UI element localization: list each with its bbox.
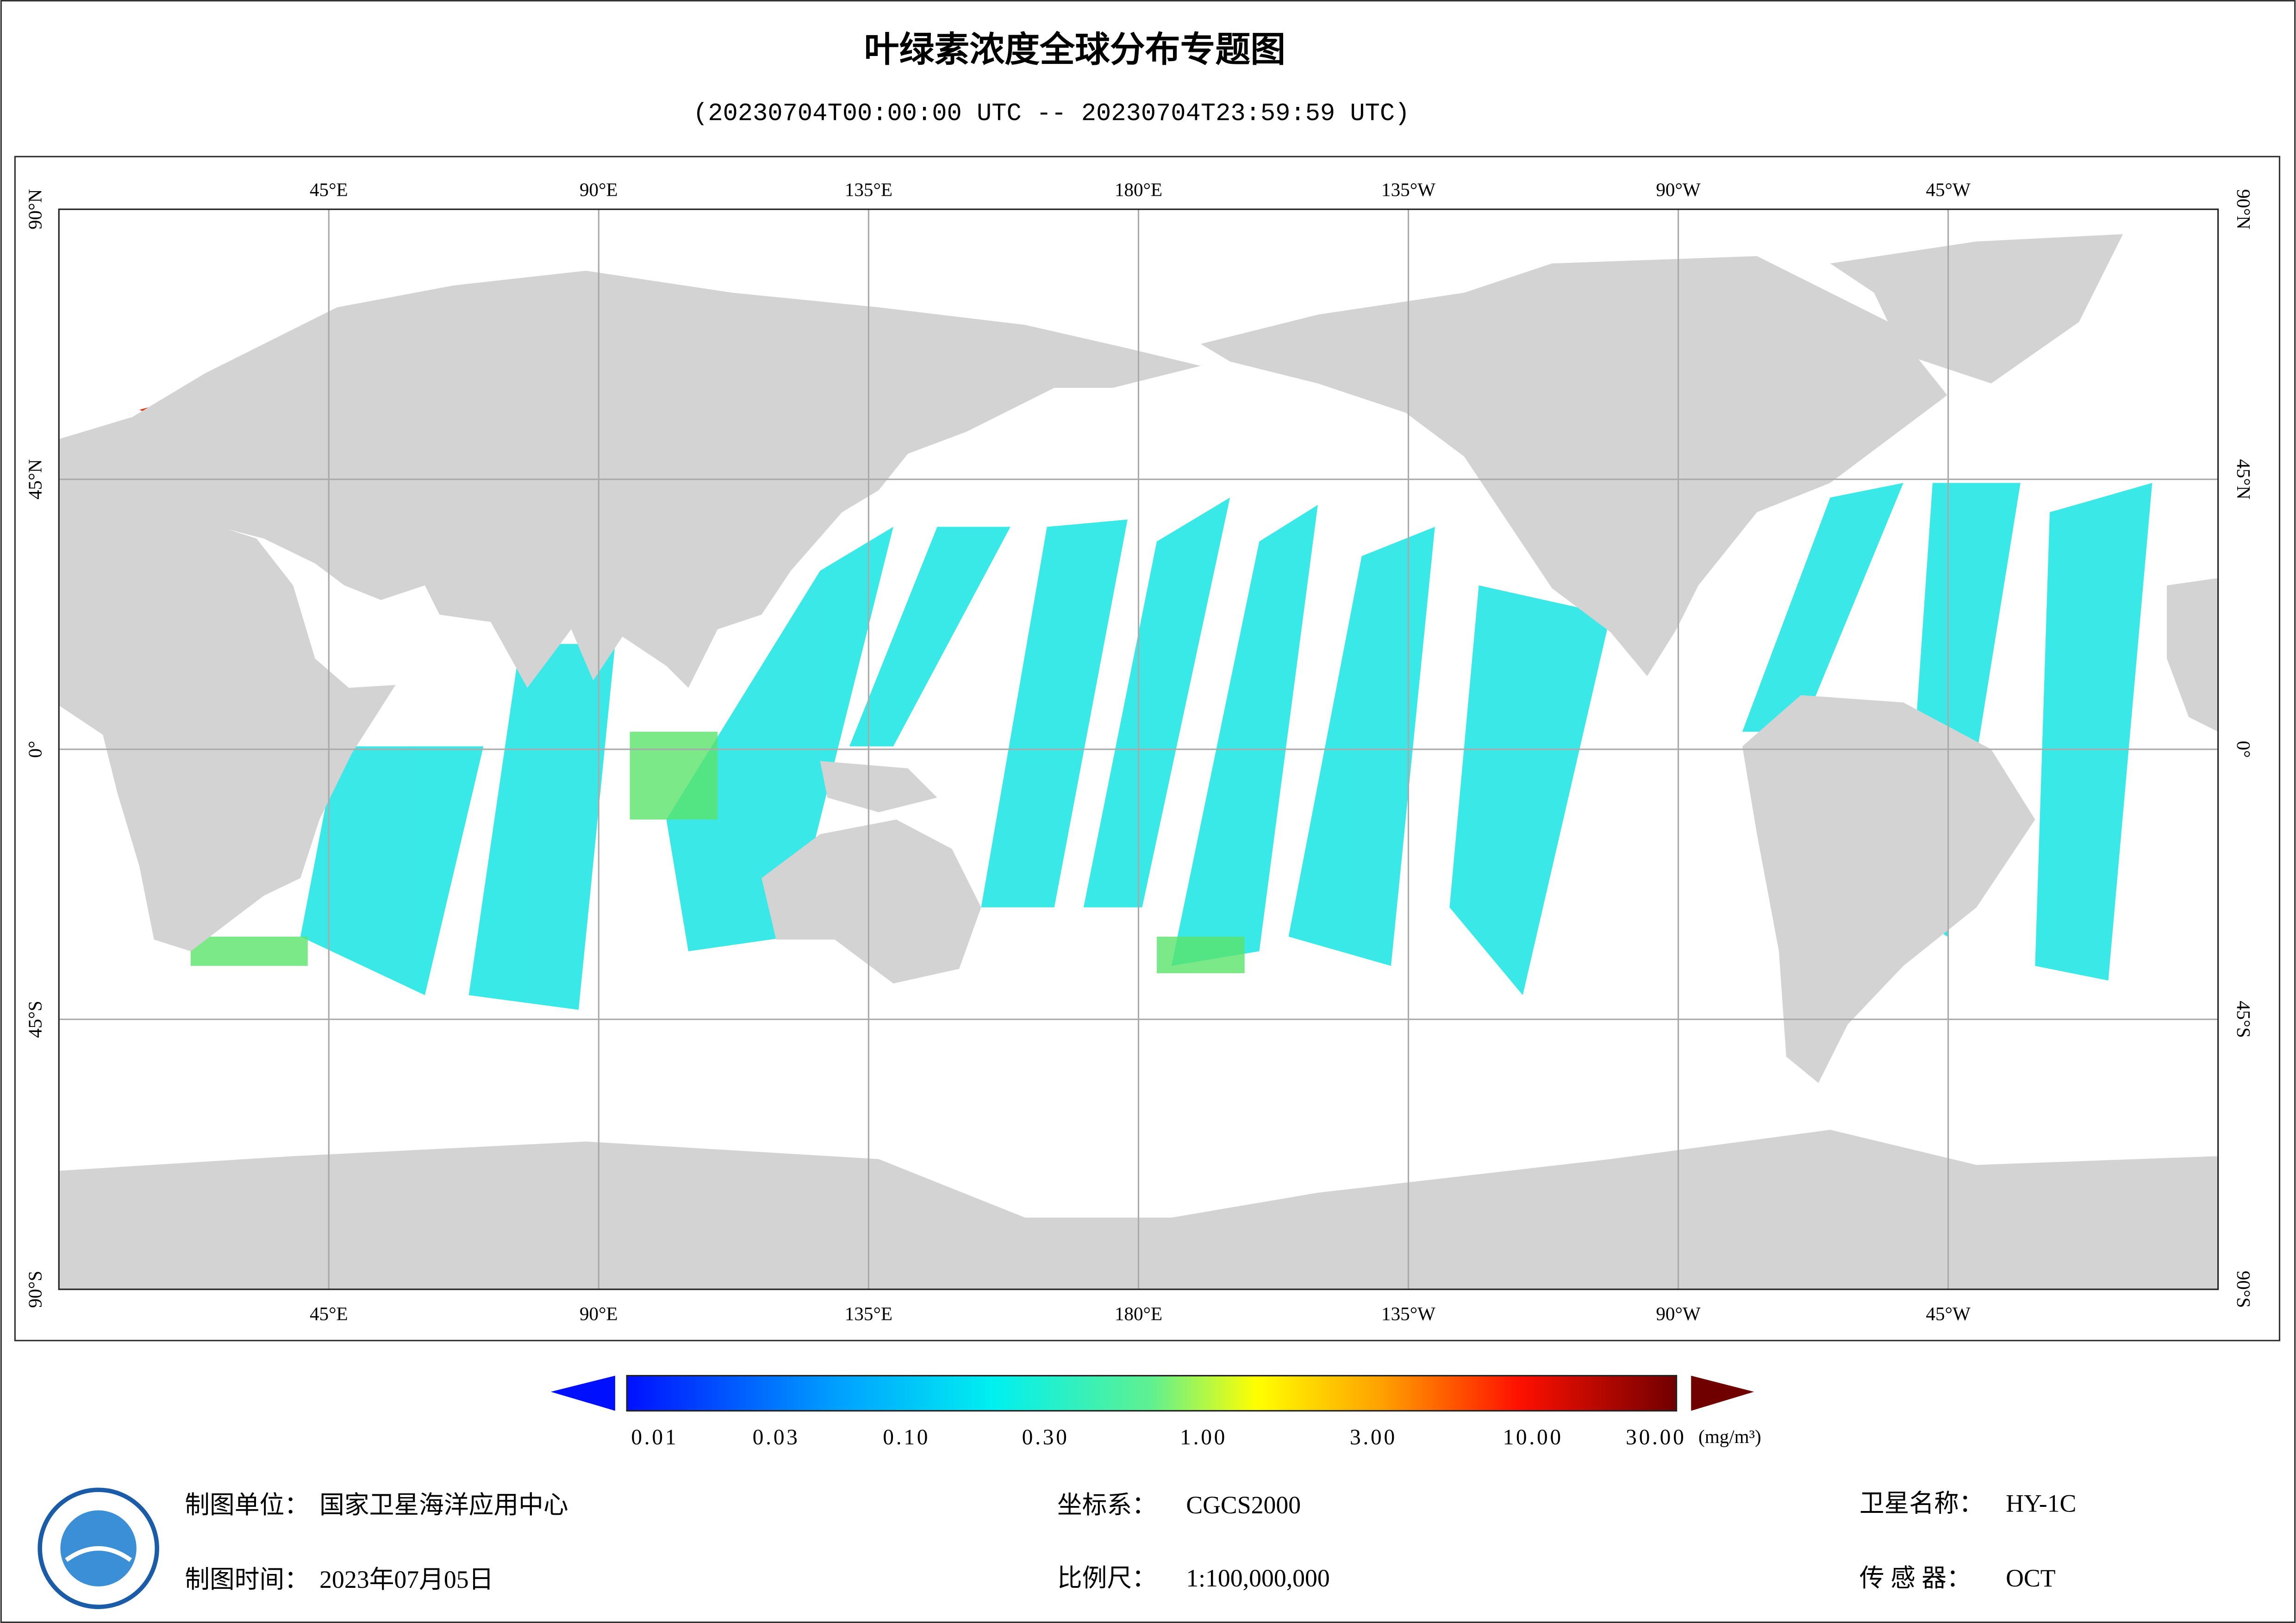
colorbar-label: 0.30 bbox=[1022, 1425, 1069, 1449]
footer-label: 传 感 器： bbox=[1859, 1564, 1972, 1592]
lon-label-top: 135°W bbox=[1381, 179, 1435, 200]
footer-value: 2023年07月05日 bbox=[319, 1566, 493, 1593]
colorbar-label: 0.03 bbox=[753, 1425, 800, 1449]
footer-label: 制图时间： bbox=[185, 1566, 309, 1593]
data-coastal bbox=[190, 732, 1245, 973]
colorbar-label: 3.00 bbox=[1350, 1425, 1397, 1449]
data-swaths bbox=[300, 483, 2152, 1010]
colorbar-low-arrow bbox=[550, 1375, 615, 1411]
lon-label-bottom: 90°W bbox=[1656, 1303, 1701, 1324]
footer-value: 1:100,000,000 bbox=[1186, 1564, 1330, 1592]
colorbar-label: 10.00 bbox=[1503, 1425, 1563, 1449]
lat-label-right: 45°S bbox=[2233, 1001, 2254, 1038]
colorbar-unit: (mg/m³) bbox=[1698, 1426, 1761, 1448]
colorbar-label: 1.00 bbox=[1180, 1425, 1227, 1449]
subtitle: (20230704T00:00:00 UTC -- 20230704T23:59… bbox=[693, 99, 1410, 128]
map-frame bbox=[14, 155, 2281, 1342]
lon-label-top: 135°E bbox=[845, 179, 892, 200]
lat-label-right: 0° bbox=[2233, 741, 2254, 758]
footer-label: 比例尺： bbox=[1057, 1564, 1157, 1592]
lon-label-top: 180°E bbox=[1115, 179, 1162, 200]
lat-label-left: 90°S bbox=[24, 1271, 45, 1308]
colorbar-labels: 0.01 0.03 0.10 0.30 1.00 3.00 10.00 30.00 bbox=[631, 1425, 1686, 1449]
lon-label-top: 90°E bbox=[580, 179, 618, 200]
footer-label: 坐标系： bbox=[1057, 1491, 1157, 1519]
colorbar-label: 0.10 bbox=[883, 1425, 930, 1449]
lat-label-right: 45°N bbox=[2233, 459, 2254, 499]
colorbar-label: 0.01 bbox=[631, 1425, 678, 1449]
lon-label-bottom: 45°E bbox=[310, 1303, 348, 1324]
footer-value: 国家卫星海洋应用中心 bbox=[319, 1491, 568, 1519]
lat-label-right: 90°N bbox=[2233, 189, 2254, 230]
footer-value: OCT bbox=[2006, 1564, 2056, 1592]
lon-label-top: 45°W bbox=[1926, 179, 1971, 200]
lat-label-left: 0° bbox=[24, 741, 45, 758]
lon-label-bottom: 45°W bbox=[1926, 1303, 1971, 1324]
graticule: 45°E 45°E 90°E 90°E 135°E 135°E 180°E 180°E 135°… bbox=[24, 179, 2254, 1325]
colorbar-label: 30.00 bbox=[1626, 1425, 1686, 1449]
title: 叶绿素浓度全球分布专题图 bbox=[864, 31, 1286, 69]
lon-label-bottom: 180°E bbox=[1115, 1303, 1162, 1324]
map-border bbox=[58, 208, 2219, 1290]
footer-value: CGCS2000 bbox=[1186, 1491, 1301, 1519]
logo bbox=[37, 1487, 159, 1609]
lat-label-left: 45°N bbox=[24, 459, 45, 499]
footer-label: 制图单位： bbox=[185, 1491, 309, 1519]
lon-label-top: 90°W bbox=[1656, 179, 1701, 200]
footer-value: HY-1C bbox=[2006, 1490, 2076, 1517]
lon-label-top: 45°E bbox=[310, 179, 348, 200]
lat-label-left: 90°N bbox=[24, 189, 45, 230]
lon-label-bottom: 135°E bbox=[845, 1303, 892, 1324]
lon-label-bottom: 135°W bbox=[1381, 1303, 1435, 1324]
colorbar-high-arrow bbox=[1691, 1375, 1754, 1411]
lon-label-bottom: 90°E bbox=[580, 1303, 618, 1324]
footer-label: 卫星名称： bbox=[1859, 1490, 1984, 1517]
lat-label-right: 90°S bbox=[2233, 1271, 2254, 1308]
lat-label-left: 45°S bbox=[24, 1001, 45, 1038]
colorbar bbox=[626, 1374, 1678, 1412]
